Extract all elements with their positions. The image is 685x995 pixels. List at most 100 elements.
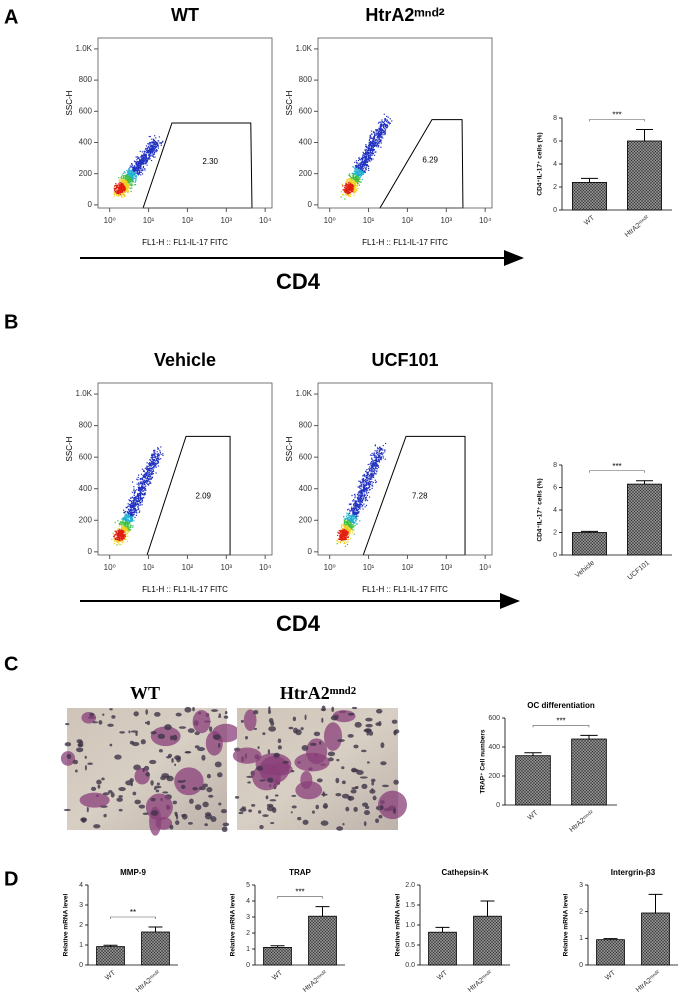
event-dot — [355, 173, 357, 175]
y-tick-label: 1 — [246, 946, 250, 953]
event-dot — [343, 187, 346, 189]
event-dot — [138, 482, 140, 484]
event-dot — [352, 191, 355, 193]
event-dot — [344, 529, 346, 531]
event-dot — [368, 480, 371, 482]
event-dot — [139, 171, 141, 173]
event-dot — [356, 504, 358, 506]
event-dot — [147, 483, 149, 485]
event-dot — [125, 514, 127, 516]
event-dot — [119, 191, 121, 194]
cell — [218, 715, 222, 718]
event-dot — [350, 520, 352, 522]
event-dot — [118, 528, 121, 531]
event-dot — [372, 146, 374, 149]
event-dot — [150, 153, 152, 155]
event-dot — [151, 473, 154, 475]
event-dot — [131, 183, 133, 185]
event-dot — [377, 447, 379, 450]
y-tick-label: 8 — [553, 462, 557, 469]
event-dot — [374, 465, 376, 467]
event-dot — [368, 478, 370, 480]
event-dot — [144, 492, 146, 494]
cell — [189, 798, 194, 804]
event-dot — [364, 500, 366, 502]
event-dot — [127, 508, 130, 511]
event-dot — [365, 146, 367, 149]
event-dot — [145, 489, 147, 491]
event-dot — [127, 181, 129, 183]
event-dot — [352, 500, 354, 502]
event-dot — [123, 187, 126, 189]
event-dot — [383, 122, 386, 124]
event-dot — [150, 469, 152, 471]
event-dot — [139, 478, 141, 480]
event-dot — [146, 149, 148, 152]
event-dot — [122, 530, 124, 532]
event-dot — [375, 145, 377, 147]
event-dot — [375, 141, 377, 143]
event-dot — [364, 154, 366, 156]
event-dot — [153, 454, 155, 456]
event-dot — [141, 487, 143, 489]
event-dot — [347, 531, 349, 533]
cell — [145, 709, 149, 715]
event-dot — [133, 486, 135, 488]
event-dot — [138, 169, 140, 171]
event-dot — [361, 162, 363, 164]
event-dot — [145, 147, 147, 150]
event-dot — [378, 140, 381, 143]
cell — [107, 723, 114, 727]
event-dot — [151, 468, 153, 470]
event-dot — [135, 176, 138, 178]
event-dot — [118, 188, 120, 190]
event-dot — [345, 194, 347, 196]
event-dot — [378, 144, 380, 146]
event-dot — [338, 541, 340, 543]
event-dot — [353, 499, 355, 501]
event-dot — [381, 119, 383, 121]
event-dot — [152, 144, 155, 146]
event-dot — [114, 541, 116, 543]
event-dot — [113, 535, 115, 537]
event-dot — [385, 121, 388, 123]
event-dot — [125, 189, 127, 192]
event-dot — [369, 156, 372, 158]
event-dot — [144, 150, 146, 153]
event-dot — [344, 538, 346, 540]
event-dot — [359, 490, 361, 492]
event-dot — [149, 158, 151, 160]
cell — [110, 792, 115, 798]
event-dot — [379, 456, 381, 459]
event-dot — [154, 456, 156, 458]
event-dot — [367, 147, 369, 150]
event-dot — [361, 493, 363, 495]
event-dot — [379, 446, 381, 448]
event-dot — [143, 493, 145, 495]
event-dot — [114, 540, 116, 542]
event-dot — [159, 449, 161, 452]
event-dot — [133, 493, 135, 495]
event-dot — [346, 543, 349, 546]
event-dot — [373, 142, 375, 144]
event-dot — [127, 526, 129, 529]
cell — [248, 809, 253, 813]
event-dot — [154, 456, 157, 458]
event-dot — [359, 482, 361, 484]
event-dot — [346, 509, 349, 511]
event-dot — [349, 517, 351, 519]
event-dot — [123, 517, 125, 520]
event-dot — [355, 515, 357, 518]
event-dot — [348, 188, 350, 190]
event-dot — [348, 532, 350, 534]
event-dot — [120, 531, 122, 534]
event-dot — [135, 510, 138, 512]
event-dot — [357, 486, 359, 488]
event-dot — [133, 177, 135, 179]
event-dot — [339, 530, 341, 532]
event-dot — [138, 170, 140, 172]
event-dot — [157, 147, 159, 149]
event-dot — [359, 506, 361, 508]
event-dot — [377, 454, 379, 456]
event-dot — [154, 449, 156, 451]
